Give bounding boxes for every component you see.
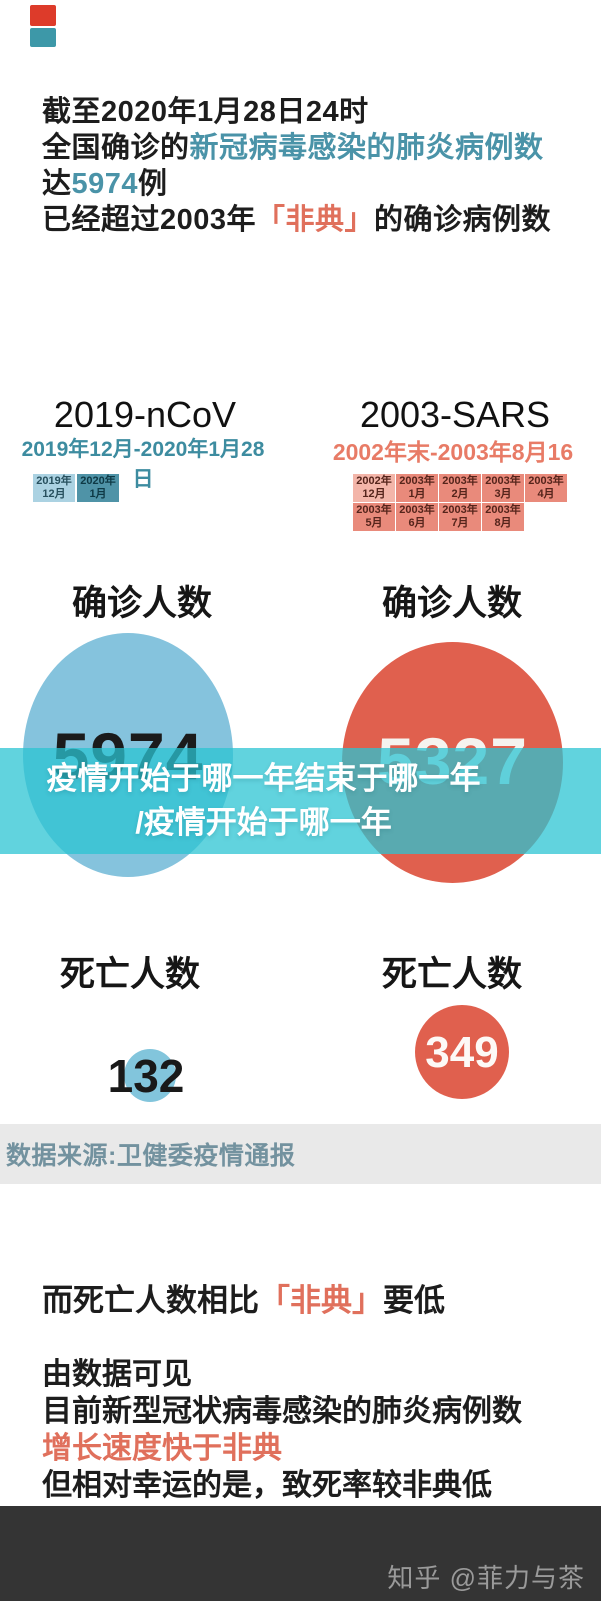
timeline-cell-sars-2003-04: 2003年 4月 xyxy=(525,474,567,502)
ncov-period: 2019年12月-2020年1月28日 xyxy=(21,438,265,491)
death-label-sars: 死亡人数 xyxy=(381,955,522,994)
teal-tab-decoration xyxy=(30,28,56,47)
timeline-cell-ncov-2019-12: 2019年 12月 xyxy=(33,474,75,502)
footer-band: 知乎 @菲力与茶 xyxy=(0,1506,601,1601)
question-banner-text: 疫情开始于哪一年结束于哪一年 /疫情开始于哪一年 xyxy=(0,757,527,845)
death-circle-sars xyxy=(415,1005,509,1099)
timeline-cell-sars-2003-07: 2003年 7月 xyxy=(439,503,481,531)
timeline-cell-sars-2003-03: 2003年 3月 xyxy=(482,474,524,502)
data-source-text: 数据来源:卫健委疫情通报 xyxy=(6,1142,296,1170)
question-banner-line-2: /疫情开始于哪一年 xyxy=(135,805,392,840)
zhihu-watermark: 知乎 @菲力与茶 xyxy=(387,1563,585,1593)
question-banner-overlay xyxy=(0,748,601,854)
confirmed-total-highlight: 5974 xyxy=(71,168,139,200)
footer-line-3: 目前新型冠状病毒感染的肺炎病例数 xyxy=(42,1395,522,1428)
footer-conclusion-block: 由数据可见 目前新型冠状病毒感染的肺炎病例数 增长速度快于非典 但相对幸运的是，… xyxy=(42,1356,522,1504)
death-circle-ncov xyxy=(124,1049,176,1102)
timeline-cell-sars-2003-01: 2003年 1月 xyxy=(396,474,438,502)
timeline-cell-sars-2003-02: 2003年 2月 xyxy=(439,474,481,502)
question-banner-line-1: 疫情开始于哪一年结束于哪一年 xyxy=(46,761,481,796)
footer-comparison-line: 而死亡人数相比「非典」要低 xyxy=(42,1283,445,1318)
footer-line-2: 由数据可见 xyxy=(42,1358,192,1391)
timeline-cell-sars-2003-06: 2003年 6月 xyxy=(396,503,438,531)
red-tab-decoration xyxy=(30,5,56,26)
timeline-cell-sars-2003-08: 2003年 8月 xyxy=(482,503,524,531)
death-label-ncov: 死亡人数 xyxy=(59,955,200,994)
confirmed-label-sars: 确诊人数 xyxy=(381,584,522,623)
footer-line-4-highlight: 增长速度快于非典 xyxy=(42,1432,282,1465)
timeline-cell-sars-2003-05: 2003年 5月 xyxy=(353,503,395,531)
death-count-sars: 349 xyxy=(425,1028,499,1077)
headline-line-3: 达5974例 xyxy=(42,168,168,200)
confirmed-label-ncov: 确诊人数 xyxy=(71,584,212,623)
headline-block: 截至2020年1月28日24时 全国确诊的新冠病毒感染的肺炎病例数 达5974例… xyxy=(42,94,551,238)
headline-line-1: 截至2020年1月28日24时 xyxy=(42,96,369,128)
footer-line-5: 但相对幸运的是，致死率较非典低 xyxy=(42,1469,492,1502)
data-source-bar: 数据来源:卫健委疫情通报 xyxy=(0,1124,601,1184)
ncov-title: 2019-nCoV xyxy=(53,394,237,435)
sars-name-highlight: 「非典」 xyxy=(256,204,375,236)
sars-name-highlight-footer: 「非典」 xyxy=(259,1283,383,1318)
timeline-cell-ncov-2020-01: 2020年 1月 xyxy=(77,474,119,502)
timeline-cell-sars-2002-12: 2002年 12月 xyxy=(353,474,395,502)
sars-period: 2002年末-2003年8月16日 xyxy=(332,439,574,499)
ncov-name-highlight: 新冠病毒感染的肺炎病例数 xyxy=(189,132,544,164)
death-count-ncov: 132 xyxy=(107,1050,185,1102)
headline-line-2: 全国确诊的新冠病毒感染的肺炎病例数 xyxy=(42,132,544,164)
sars-title: 2003-SARS xyxy=(359,394,551,435)
headline-line-4: 已经超过2003年「非典」的确诊病例数 xyxy=(42,204,552,236)
